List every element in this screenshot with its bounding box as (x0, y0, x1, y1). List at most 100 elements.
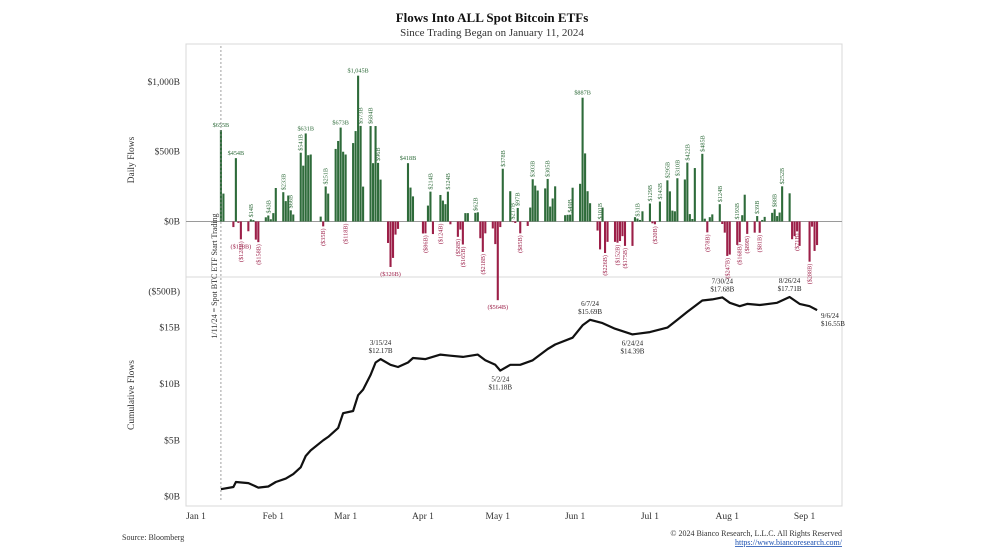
daily-flow-bar (499, 221, 502, 228)
daily-flow-bar (641, 211, 644, 222)
daily-flow-bar (788, 193, 791, 222)
daily-flow-bar (287, 195, 290, 222)
daily-flow-bar (813, 221, 816, 251)
y-tick-label: $15B (159, 323, 180, 334)
daily-flow-bar (481, 221, 484, 252)
daily-flow-bar (299, 152, 302, 222)
bar-data-label: $251B (323, 168, 330, 185)
annotation-value: $14.39B (621, 347, 645, 355)
daily-flow-bar (738, 221, 741, 243)
daily-flow-bar (431, 221, 434, 235)
daily-flow-bar (723, 221, 726, 233)
daily-flow-bar (763, 216, 766, 222)
daily-flow-bar (551, 198, 554, 222)
website-link[interactable]: https://www.biancoresearch.com/ (735, 538, 843, 547)
x-tick-label: Mar 1 (334, 512, 357, 522)
daily-flows-axis-label: Daily Flows (127, 136, 137, 183)
x-axis: Jan 1 Feb 1 Mar 1 Apr 1 May 1 Jun 1 Jul 1 Aug 1… (186, 512, 815, 522)
daily-flow-bar (589, 203, 592, 222)
daily-flow-bar (377, 162, 380, 222)
bar-data-label: ($175B) (622, 248, 629, 269)
daily-flow-bar (459, 221, 462, 230)
daily-flow-bar (721, 221, 724, 224)
y-tick-label: $10B (159, 379, 180, 390)
daily-flow-bar (444, 204, 447, 222)
bar-data-label: $295B (664, 162, 671, 179)
bar-data-label: ($326B) (380, 271, 401, 278)
daily-flow-bar (586, 191, 589, 222)
y-tick-label: $0B (164, 216, 180, 227)
daily-flow-bar (579, 183, 582, 222)
y-tick-label: $1,000B (148, 77, 180, 88)
daily-flow-bar (711, 214, 714, 222)
daily-flow-bar (554, 186, 557, 222)
bar-data-label: $418B (400, 155, 417, 162)
daily-flow-bar (633, 217, 637, 222)
bar-data-label: $1,045B (348, 68, 369, 75)
daily-flow-bar (798, 221, 801, 246)
daily-flow-bar (683, 179, 686, 222)
daily-flow-bar (461, 221, 464, 245)
daily-flow-bar (808, 221, 811, 262)
cumulative-flow-line (220, 295, 818, 491)
daily-flow-bar (571, 187, 574, 222)
y-tick-label: $500B (155, 147, 180, 158)
x-tick-label: Jan 1 (186, 512, 206, 522)
cumulative-flows-panel: $15B $10B $5B $0B 3/15/24$12.17B 5/2/24$11.18… (159, 277, 845, 503)
daily-flow-bar (569, 214, 572, 222)
annotation-date: 3/15/24 (370, 339, 392, 347)
daily-flow-bar (446, 191, 449, 222)
bar-data-label: ($247B) (724, 258, 731, 279)
x-tick-label: Apr 1 (412, 512, 434, 522)
daily-flow-bar (222, 193, 225, 222)
y-tick-label: $0B (164, 492, 180, 503)
daily-flow-bar (284, 201, 287, 222)
x-tick-label: Jul 1 (641, 512, 659, 522)
bar-data-label: $378B (500, 150, 507, 167)
daily-flow-bar (613, 221, 617, 242)
daily-flow-bar (234, 158, 237, 222)
daily-flow-bar (339, 127, 342, 222)
daily-flow-bar (566, 214, 569, 222)
daily-flow-bar (741, 215, 744, 222)
daily-flow-bar (466, 213, 469, 222)
bar-data-label: $305B (545, 160, 552, 177)
bar-data-label: $124B (717, 186, 724, 203)
daily-flow-bar (292, 214, 295, 222)
daily-flow-bar (334, 148, 337, 222)
daily-flow-bar (509, 191, 512, 222)
daily-flow-bar (778, 212, 781, 222)
daily-flow-bar (322, 221, 325, 227)
daily-flow-bar (743, 194, 746, 222)
daily-flow-bar (703, 218, 706, 222)
x-tick-label: May 1 (486, 512, 511, 522)
bar-data-label: $422B (684, 144, 691, 161)
annotation-date: 6/7/24 (581, 300, 599, 308)
daily-flow-bar (701, 153, 704, 222)
daily-flow-bar (544, 188, 547, 222)
daily-flow-bar (252, 220, 255, 222)
daily-flow-bar (536, 190, 539, 222)
bar-data-label: ($86B) (422, 235, 429, 253)
daily-flow-bar (673, 211, 676, 222)
daily-flow-bar (708, 217, 711, 222)
daily-flow-bar (394, 221, 397, 235)
daily-flows-panel: $1,000B $500B $0B ($500B) $655B $454B ($128B) $… (148, 68, 842, 311)
daily-flow-bar (429, 191, 432, 222)
daily-flow-bar (439, 194, 442, 222)
daily-flow-bar (247, 221, 250, 232)
bar-data-label: ($165B) (460, 247, 467, 268)
annotation-date: 5/2/24 (491, 376, 509, 384)
daily-flow-bar (631, 221, 634, 246)
daily-flow-bar (494, 221, 497, 245)
daily-flow-bar (718, 204, 721, 222)
bar-data-label: $66B (288, 195, 295, 208)
daily-flow-bar (761, 219, 764, 222)
bar-data-label: ($85B) (517, 235, 524, 253)
daily-flow-bar (793, 221, 796, 237)
daily-flow-bar (344, 154, 347, 222)
x-tick-label: Sep 1 (794, 512, 816, 522)
bar-data-label: $541B (298, 134, 305, 151)
daily-flow-bar (653, 221, 656, 225)
daily-flow-bar (534, 185, 537, 222)
